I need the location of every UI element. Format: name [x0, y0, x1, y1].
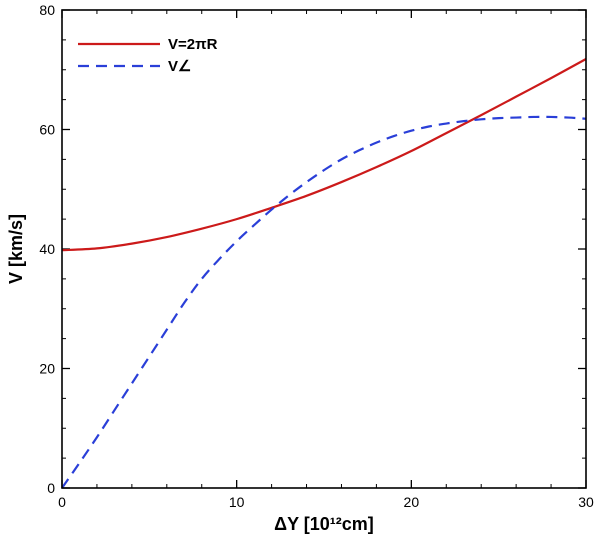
x-tick-label: 0	[58, 494, 66, 510]
y-tick-label: 40	[39, 241, 55, 257]
x-tick-label: 30	[578, 494, 594, 510]
series-line-0	[61, 58, 587, 252]
y-tick-label: 0	[47, 480, 55, 496]
series-line-1	[61, 115, 587, 489]
y-tick-label: 80	[39, 2, 55, 18]
legend-label-series-1: V∠	[168, 58, 191, 75]
y-axis-title: V [km/s]	[6, 214, 26, 284]
x-tick-label: 20	[404, 494, 420, 510]
tick-labels: 0 10 20 30 0 20 40 60 80	[39, 2, 594, 510]
x-tick-label: 10	[229, 494, 245, 510]
x-axis-title: ΔY [10¹²cm]	[274, 514, 374, 534]
y-tick-label: 20	[39, 361, 55, 377]
legend: V=2πR V∠	[78, 36, 218, 75]
y-tick-label: 60	[39, 122, 55, 138]
series-lines	[61, 58, 587, 489]
legend-label-series-0: V=2πR	[168, 36, 218, 53]
plot-frame	[61, 9, 587, 489]
